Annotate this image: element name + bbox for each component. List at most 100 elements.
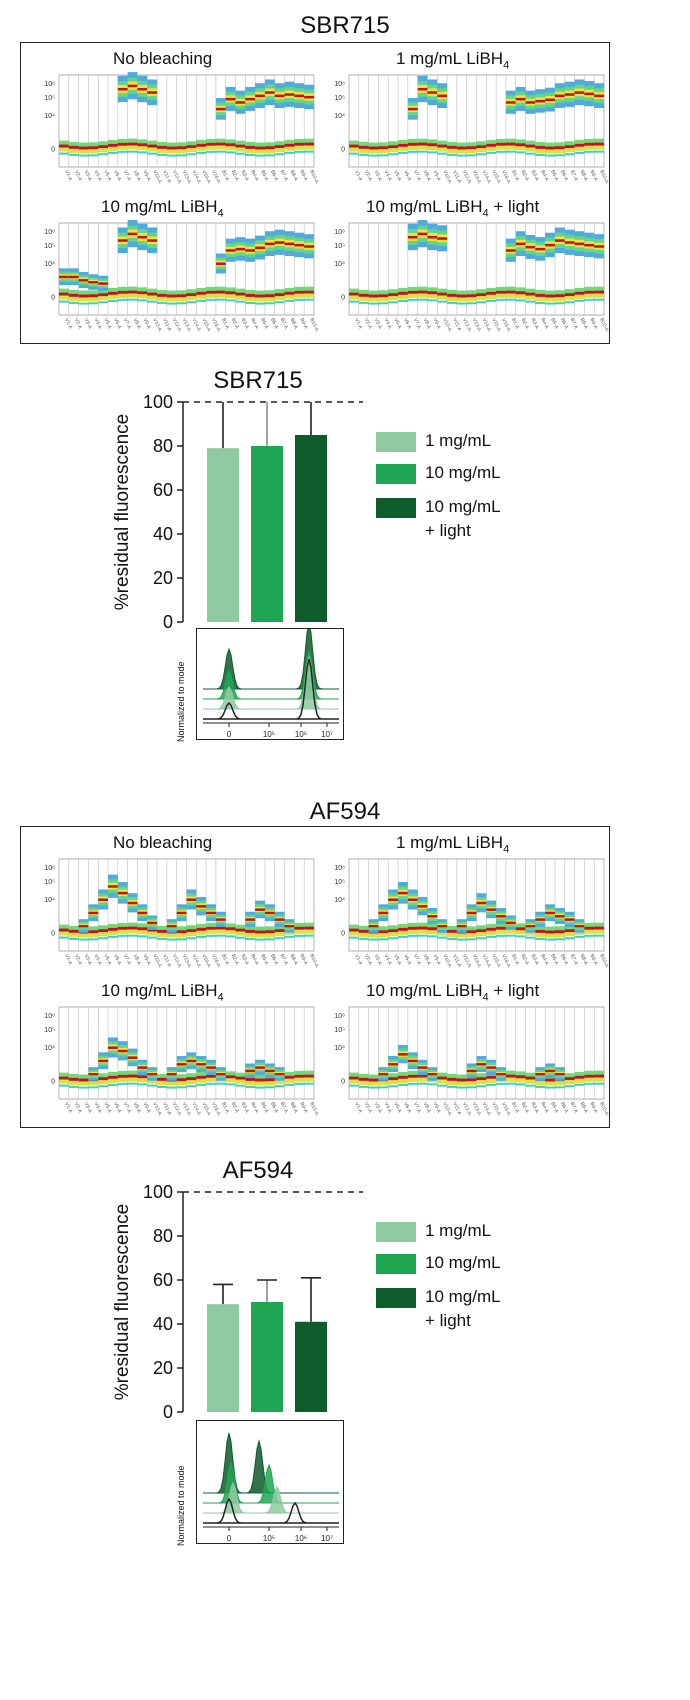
baseline-peak — [245, 929, 256, 933]
baseline-band — [574, 935, 585, 938]
baseline-band — [427, 935, 438, 938]
baseline-peak — [496, 142, 506, 146]
spectral-heatmap-10mg-light: 10⁶ 10⁵ 10⁴ 0 V1-A V2-A V3-A V4-A V5-A V6-A V7-A V8… — [334, 220, 609, 333]
baseline-band — [294, 286, 305, 292]
baseline-band — [88, 290, 99, 296]
baseline-peak — [476, 929, 487, 933]
channel-label: V16-A — [210, 317, 222, 333]
baseline-band — [594, 1077, 604, 1082]
baseline-band — [466, 302, 477, 305]
baseline-band — [235, 1084, 246, 1087]
positive-peak — [378, 911, 389, 915]
y-tick-label: 60 — [153, 1270, 173, 1290]
channel-label: V10-A — [151, 317, 163, 333]
baseline-peak — [407, 926, 418, 930]
baseline-band — [127, 1077, 138, 1082]
baseline-band — [594, 934, 604, 937]
baseline-band — [157, 1085, 167, 1088]
channel-label: B6-A — [559, 1101, 569, 1114]
baseline-band — [59, 152, 69, 155]
baseline-peak — [378, 146, 389, 150]
positive-peak — [496, 1072, 506, 1076]
baseline-band — [368, 290, 379, 296]
channel-label: V16-A — [500, 953, 512, 969]
baseline-band — [127, 145, 138, 150]
baseline-band — [574, 287, 585, 293]
channel-label: V12-A — [171, 317, 183, 333]
y-tick-label: 0 — [163, 612, 173, 632]
baseline-band — [368, 1081, 379, 1086]
inset-x-tick-label: 10⁵ — [263, 1534, 275, 1543]
baseline-band — [88, 1086, 99, 1089]
baseline-band — [496, 286, 506, 292]
positive-peak — [505, 101, 516, 104]
channel-label: B10-A — [308, 169, 319, 185]
channel-label: V4-A — [383, 953, 393, 966]
channel-label: V3-A — [373, 953, 383, 966]
baseline-band — [255, 154, 265, 157]
baseline-peak — [545, 1078, 555, 1082]
baseline-band — [68, 932, 79, 937]
baseline-peak — [264, 146, 275, 150]
channel-label: B4-A — [249, 1101, 259, 1114]
baseline-band — [264, 1086, 275, 1089]
baseline-band — [225, 151, 236, 154]
baseline-peak — [196, 927, 207, 931]
baseline-band — [225, 139, 236, 145]
baseline-band — [388, 289, 399, 295]
baseline-band — [255, 302, 265, 305]
legend-swatch-10mg-light — [376, 1288, 416, 1308]
baseline-band — [98, 1080, 109, 1085]
heatmap-y-tick-label: 10⁶ — [44, 1013, 55, 1020]
baseline-band — [117, 145, 128, 150]
baseline-band — [264, 1081, 275, 1086]
baseline-band — [525, 936, 536, 939]
baseline-band — [176, 1074, 187, 1080]
baseline-band — [98, 296, 109, 301]
baseline-peak — [225, 143, 236, 147]
baseline-band — [68, 148, 79, 153]
channel-label: V13-A — [471, 169, 483, 185]
baseline-band — [437, 152, 448, 155]
channel-label: V16-A — [500, 317, 512, 333]
baseline-peak — [127, 926, 138, 930]
positive-peak — [206, 911, 216, 915]
channel-label: V5-A — [392, 169, 402, 182]
baseline-band — [466, 149, 477, 154]
channel-label: B1-A — [510, 317, 520, 330]
heatmap-y-tick-label: 10⁶ — [44, 229, 55, 236]
heatmap-y-tick-label: 10⁵ — [44, 95, 55, 102]
y-tick-label: 0 — [163, 1402, 173, 1422]
baseline-peak — [274, 293, 285, 297]
baseline-band — [108, 923, 118, 929]
channel-label: B9-A — [298, 169, 308, 182]
heatmap-y-tick-label: 10⁶ — [334, 81, 345, 88]
channel-label: V7-A — [412, 953, 422, 966]
channel-label: V16-A — [210, 953, 222, 969]
channel-label: B6-A — [269, 317, 279, 330]
baseline-peak — [225, 1075, 236, 1079]
positive-peak — [407, 1059, 418, 1063]
baseline-band — [447, 301, 457, 304]
positive-peak — [127, 84, 138, 88]
baseline-peak — [225, 927, 236, 931]
baseline-peak — [176, 294, 187, 298]
baseline-band — [535, 296, 546, 301]
baseline-band — [186, 141, 197, 147]
baseline-band — [456, 154, 467, 157]
y-tick-label: 80 — [153, 436, 173, 456]
baseline-band — [515, 139, 526, 145]
spectral-heatmap-no-bleaching: 10⁶ 10⁵ 10⁴ 0 V1-A V2-A V3-A V4-A V5-A V6-A V7-A V8… — [44, 858, 319, 969]
baseline-band — [476, 937, 487, 940]
baseline-band — [294, 1077, 305, 1082]
channel-label: V3-A — [373, 317, 383, 330]
baseline-band — [466, 1086, 477, 1089]
channel-label: B9-A — [588, 317, 598, 330]
baseline-band — [196, 151, 207, 154]
baseline-peak — [525, 144, 536, 148]
baseline-band — [176, 926, 187, 932]
baseline-peak — [456, 1078, 467, 1082]
baseline-band — [545, 149, 555, 154]
positive-peak — [196, 1063, 207, 1066]
baseline-peak — [388, 929, 399, 933]
